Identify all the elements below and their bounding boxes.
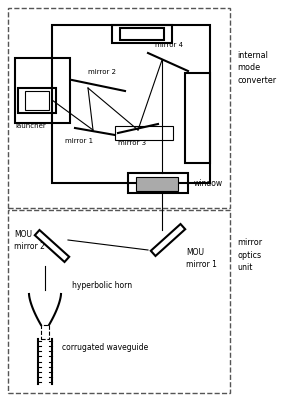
Text: mirror 3: mirror 3 bbox=[118, 140, 146, 146]
Bar bbox=[25, 91, 49, 110]
Text: window: window bbox=[194, 179, 223, 189]
Bar bbox=[120, 28, 164, 40]
Text: mirror 1: mirror 1 bbox=[65, 138, 93, 144]
Text: corrugated waveguide: corrugated waveguide bbox=[62, 343, 148, 352]
Bar bbox=[112, 25, 172, 43]
Text: launcher: launcher bbox=[15, 123, 46, 129]
Bar bbox=[128, 173, 188, 193]
Bar bbox=[15, 58, 70, 123]
Text: MOU
mirror 1: MOU mirror 1 bbox=[186, 248, 217, 269]
Text: hyperbolic horn: hyperbolic horn bbox=[72, 281, 132, 290]
Bar bbox=[8, 8, 230, 208]
Bar bbox=[136, 177, 178, 191]
Text: MOU
mirror 2: MOU mirror 2 bbox=[14, 230, 45, 251]
Polygon shape bbox=[35, 230, 69, 262]
Bar bbox=[18, 88, 56, 113]
Bar bbox=[115, 126, 173, 140]
Bar bbox=[185, 73, 210, 163]
Text: internal
mode
converter: internal mode converter bbox=[237, 51, 276, 85]
Polygon shape bbox=[151, 224, 185, 256]
Text: mirror
optics
unit: mirror optics unit bbox=[237, 238, 262, 272]
Text: mirror 2: mirror 2 bbox=[88, 69, 116, 75]
Bar bbox=[8, 210, 230, 393]
Bar bbox=[52, 25, 210, 183]
Bar bbox=[41, 325, 49, 339]
Text: mirror 4: mirror 4 bbox=[155, 42, 183, 48]
